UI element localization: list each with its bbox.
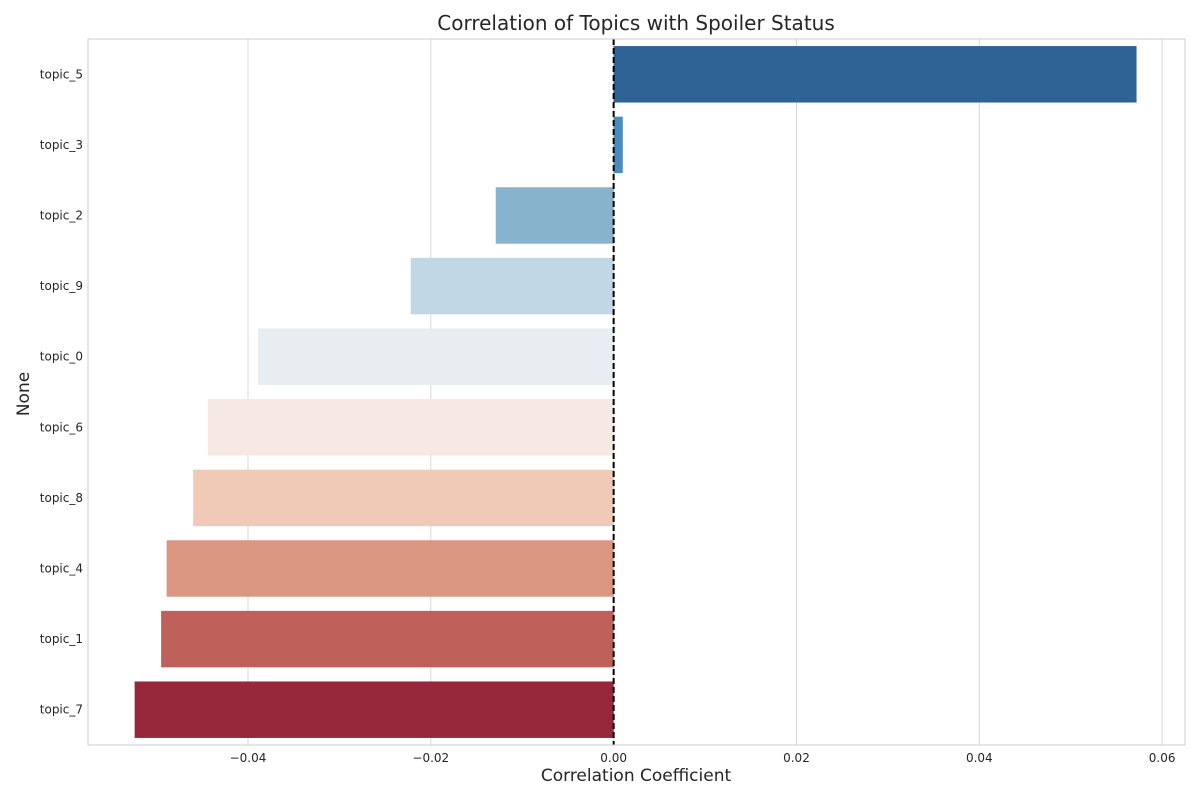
y-tick-labels: topic_5 topic_3 topic_2 topic_9 topic_0topic… [40,67,83,716]
y-tick-label: topic_1 [40,632,83,646]
bar-topic_8 [193,469,614,527]
y-tick-label: topic_7 [40,703,83,717]
y-tick-label: topic_3 [40,138,83,152]
chart-title: Correlation of Topics with Spoiler Statu… [437,11,835,35]
y-tick-label: topic_4 [40,562,83,576]
x-tick-label: 0.06 [1149,751,1176,765]
bars [134,46,1137,738]
x-tick-label: 0.04 [966,751,993,765]
y-tick-label: topic_9 [40,279,83,293]
y-tick-label: topic_0 [40,350,83,364]
y-axis-label: None [14,372,34,416]
x-tick-label: 0.00 [600,751,627,765]
x-tick-labels: −0.04 −0.02 0.00 0.02 0.04 0.06 [230,751,1176,765]
bar-topic_7 [134,681,614,738]
x-axis-label: Correlation Coefficient [541,766,732,786]
x-tick-label: 0.02 [783,751,810,765]
y-tick-label: topic_5 [40,67,83,81]
y-tick-label: topic_8 [40,491,83,505]
bar-topic_9 [410,257,614,315]
x-tick-label: −0.02 [412,751,449,765]
bar-topic_5 [613,46,1137,103]
y-tick-label: topic_2 [40,209,83,223]
bar-topic_0 [258,328,614,385]
bar-topic_2 [495,187,614,244]
bar-topic_6 [207,399,614,456]
bar-topic_4 [166,540,614,597]
y-tick-label: topic_6 [40,420,83,434]
bar-topic_3 [613,116,623,174]
bar-topic_1 [161,610,614,668]
x-tick-label: −0.04 [230,751,267,765]
plot-frame [87,38,1186,746]
